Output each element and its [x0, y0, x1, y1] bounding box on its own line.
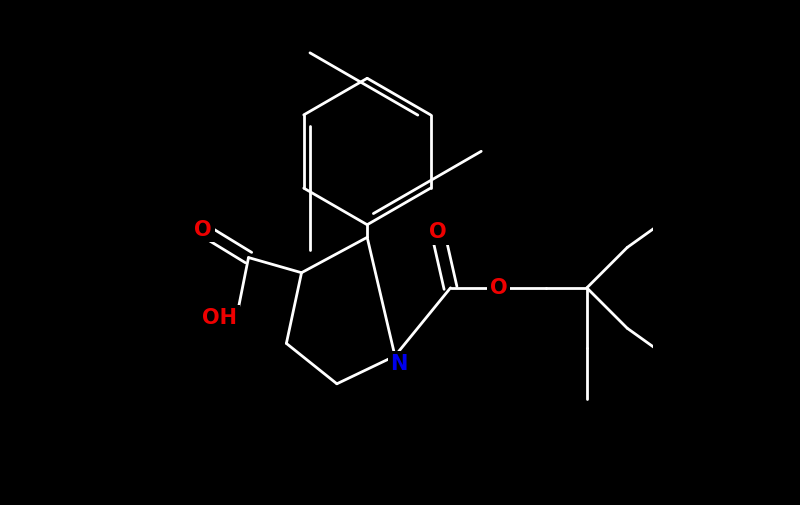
- Text: O: O: [490, 278, 507, 298]
- Text: O: O: [429, 222, 446, 242]
- Text: OH: OH: [202, 308, 238, 328]
- Text: O: O: [194, 220, 212, 240]
- Text: N: N: [390, 354, 408, 374]
